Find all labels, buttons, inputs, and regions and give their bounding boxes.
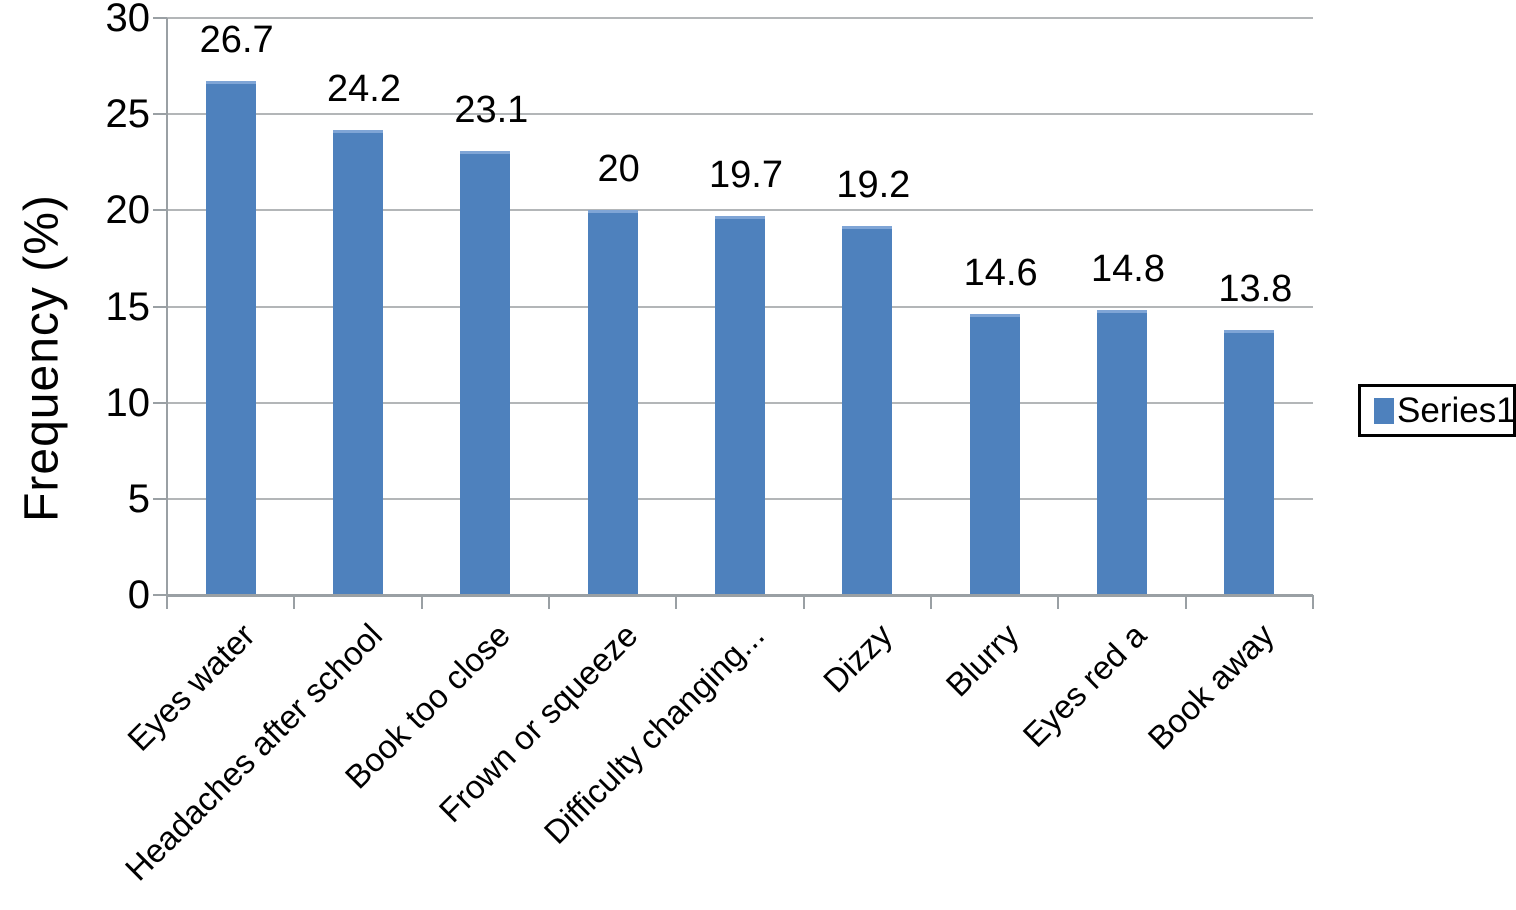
category-label-difficulty-changing: Difficulty changing...: [536, 616, 772, 851]
x-tick-1: [293, 595, 296, 609]
gridline-20: [167, 209, 1313, 212]
bar-value-label-dizzy: 19.2: [836, 163, 911, 206]
y-tick-label-5: 5: [127, 476, 150, 521]
y-axis-line: [166, 18, 168, 595]
category-label-book-away: Book away: [1140, 616, 1281, 757]
bar-value-label-headaches-after-school: 24.2: [327, 67, 401, 110]
x-axis-line: [167, 594, 1313, 597]
y-tick-20: [153, 209, 167, 212]
category-label-eyes-red-a: Eyes red a: [1015, 616, 1154, 755]
y-tick-0: [153, 594, 167, 596]
x-tick-8: [1184, 595, 1187, 609]
legend-series-label: Series1: [1397, 391, 1516, 430]
bar-value-label-frown-or-squeeze: 20: [597, 148, 640, 191]
y-tick-label-0: 0: [127, 573, 150, 617]
gridline-30: [167, 17, 1313, 19]
y-tick-label-15: 15: [105, 284, 151, 329]
y-tick-15: [153, 305, 167, 308]
y-tick-10: [153, 401, 167, 404]
bar-dizzy: [842, 225, 893, 595]
bar-eyes-red-a: [1097, 310, 1147, 595]
y-tick-label-10: 10: [105, 380, 151, 425]
bar-value-label-difficulty-changing: 19.7: [709, 154, 783, 197]
x-tick-0: [166, 595, 168, 609]
gridline-25: [167, 113, 1313, 116]
y-tick-5: [153, 497, 167, 500]
bar-book-away: [1224, 329, 1275, 595]
x-tick-5: [802, 595, 805, 609]
bar-value-label-book-away: 13.8: [1218, 267, 1293, 310]
x-tick-6: [930, 595, 932, 609]
y-tick-label-30: 30: [105, 0, 151, 40]
category-label-dizzy: Dizzy: [815, 616, 899, 700]
category-label-blurry: Blurry: [939, 616, 1027, 704]
x-tick-7: [1057, 595, 1060, 609]
bar-eyes-water: [205, 81, 256, 595]
bar-frown-or-squeeze: [587, 210, 638, 595]
x-tick-2: [420, 595, 423, 609]
y-tick-label-25: 25: [105, 92, 151, 137]
bar-value-label-blurry: 14.6: [963, 252, 1038, 295]
legend-swatch-icon: [1374, 397, 1394, 424]
x-tick-9: [1312, 595, 1314, 609]
bar-value-label-eyes-water: 26.7: [199, 19, 274, 62]
legend: Series1: [1358, 384, 1516, 437]
bar-book-too-close: [460, 150, 511, 595]
category-label-headaches-after-school: Headaches after school: [118, 616, 390, 888]
y-tick-25: [153, 113, 167, 116]
y-axis-title: Frequency (%): [15, 194, 69, 522]
y-tick-label-20: 20: [105, 188, 151, 233]
bar-value-label-book-too-close: 23.1: [454, 88, 529, 131]
x-tick-4: [675, 595, 678, 609]
x-tick-3: [548, 595, 550, 609]
bar-blurry: [969, 314, 1020, 595]
y-tick-30: [153, 17, 167, 19]
bar-difficulty-changing: [715, 216, 765, 595]
bar-headaches-after-school: [333, 129, 383, 595]
bar-value-label-eyes-red-a: 14.8: [1091, 248, 1165, 291]
